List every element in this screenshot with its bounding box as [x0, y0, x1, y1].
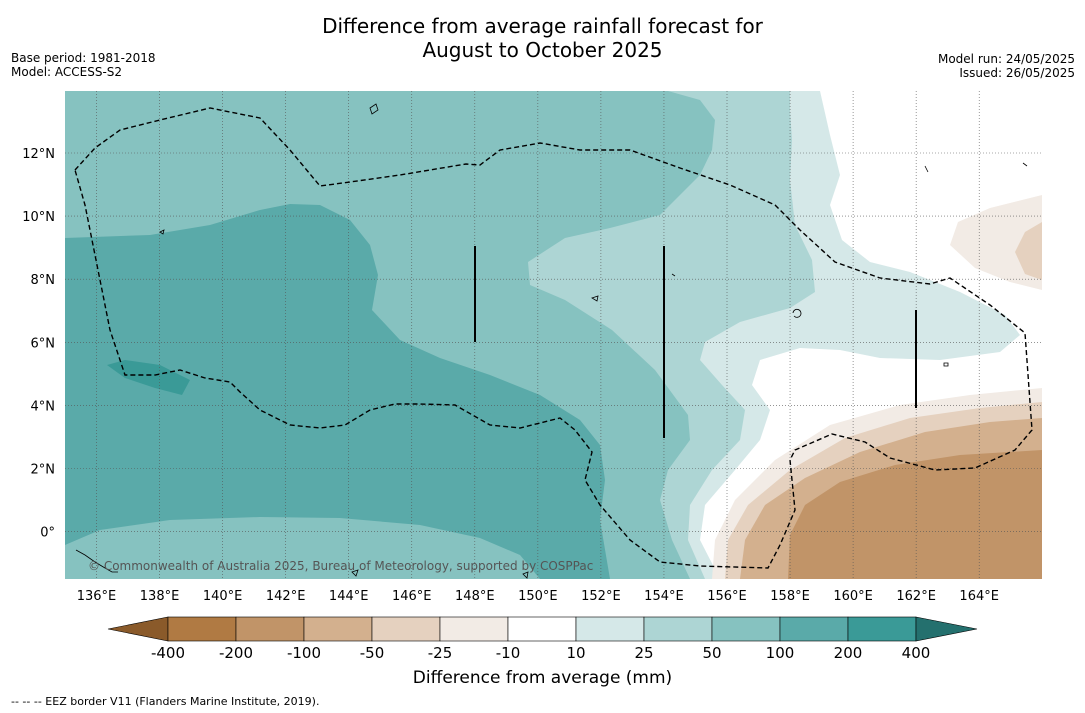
lat-label: 10°N — [22, 210, 55, 225]
colorbar-tick-label: -25 — [428, 644, 453, 662]
field-50-100-south — [65, 517, 540, 579]
colorbar-tick-label: -100 — [287, 644, 321, 662]
colorbar-extend-high — [915, 616, 978, 642]
field-200-400 — [107, 360, 190, 395]
colorbar-tick-label: 400 — [902, 644, 931, 662]
colorbar-tick-label: 100 — [766, 644, 795, 662]
colorbar-segment — [575, 616, 645, 642]
lat-label: 8°N — [31, 273, 56, 288]
colorbar-tick-label: 50 — [702, 644, 721, 662]
colorbar-segment — [303, 616, 373, 642]
colorbar-segment — [643, 616, 713, 642]
colorbar-segment — [439, 616, 509, 642]
lon-label: 144°E — [329, 589, 369, 604]
eez-footnote: -- -- -- EEZ border V11 (Flanders Marine… — [11, 695, 320, 708]
field-neg100-200 — [788, 450, 1042, 579]
lon-label: 140°E — [203, 589, 243, 604]
colorbar-tick-label: -400 — [151, 644, 185, 662]
colorbar-segment — [167, 616, 237, 642]
field-neg10-25-north — [950, 195, 1042, 290]
lon-label: 150°E — [518, 589, 558, 604]
eez-border-fsm — [74, 107, 1033, 569]
colorbar-segment — [847, 616, 917, 642]
colorbar-segment — [235, 616, 305, 642]
colorbar-tick-label: -50 — [360, 644, 385, 662]
colorbar: -400 -200 -100 -50 -25 -10 10 25 50 100 200 400 — [107, 616, 978, 662]
model-name: Model: ACCESS-S2 — [11, 65, 123, 79]
model-run: Model run: 24/05/2025 — [937, 52, 1075, 66]
colorbar-tick-label: -200 — [219, 644, 253, 662]
colorbar-segment — [507, 616, 577, 642]
colorbar-tick-label: 200 — [834, 644, 863, 662]
lon-label: 154°E — [644, 589, 684, 604]
base-period: Base period: 1981-2018 — [11, 51, 156, 65]
lat-label: 4°N — [31, 399, 56, 414]
lon-label: 148°E — [455, 589, 495, 604]
lat-label: 2°N — [31, 463, 56, 478]
lat-label: 0° — [40, 526, 55, 541]
issued-date: Issued: 26/05/2025 — [959, 66, 1075, 80]
colorbar-segment — [711, 616, 781, 642]
map-title: Difference from average rainfall forecas… — [0, 14, 1085, 62]
lon-label: 160°E — [833, 589, 873, 604]
colorbar-tick-label: 25 — [634, 644, 653, 662]
lon-label: 158°E — [770, 589, 810, 604]
lat-label: 12°N — [22, 147, 55, 162]
longitude-labels: 136°E 138°E 140°E 142°E 144°E 146°E 148°E 150°E… — [77, 589, 999, 604]
colorbar-title: Difference from average (mm) — [412, 668, 673, 688]
lon-label: 152°E — [581, 589, 621, 604]
lon-label: 162°E — [896, 589, 936, 604]
lon-label: 146°E — [392, 589, 432, 604]
colorbar-tick-label: -10 — [496, 644, 521, 662]
copyright-text: © Commonwealth of Australia 2025, Bureau… — [88, 559, 593, 573]
meta-left: Base period: 1981-2018 Model: ACCESS-S2 — [11, 51, 156, 79]
latitude-labels: 12°N 10°N 8°N 6°N 4°N 2°N 0° — [22, 147, 55, 541]
lon-label: 164°E — [959, 589, 999, 604]
field-100-200 — [65, 204, 610, 579]
lon-label: 136°E — [77, 589, 117, 604]
field-neg25-50-north — [1015, 222, 1042, 280]
colorbar-segment — [371, 616, 441, 642]
lon-label: 138°E — [140, 589, 180, 604]
lon-label: 156°E — [707, 589, 747, 604]
lat-label: 6°N — [31, 336, 56, 351]
rainfall-field: © Commonwealth of Australia 2025, Bureau… — [65, 91, 1042, 579]
islands — [75, 103, 1028, 579]
title-line-1: Difference from average rainfall forecas… — [322, 14, 763, 38]
colorbar-tick-label: 10 — [566, 644, 585, 662]
lon-label: 142°E — [266, 589, 306, 604]
title-line-2: August to October 2025 — [422, 38, 663, 62]
meta-right: Model run: 24/05/2025 Issued: 26/05/2025 — [938, 52, 1075, 80]
colorbar-segment — [779, 616, 849, 642]
colorbar-extend-low — [107, 616, 169, 642]
